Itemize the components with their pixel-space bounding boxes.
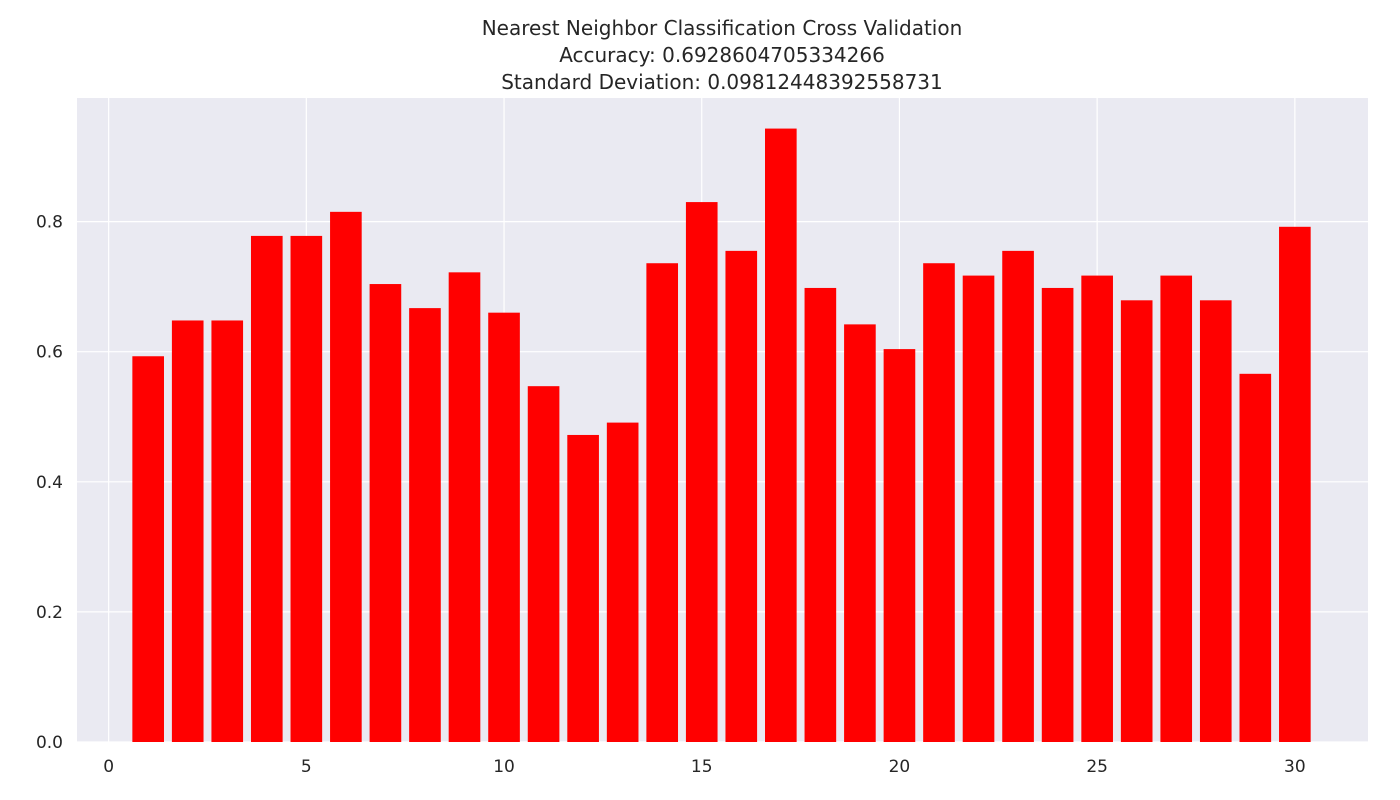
- bar: [765, 128, 797, 742]
- x-tick-label: 30: [1284, 757, 1306, 777]
- bar: [1041, 287, 1074, 742]
- tick-labels: 0 5 10 15 20 25 30 0.0 0.2 0.4 0.6 0.8: [36, 213, 1306, 777]
- chart-title: Nearest Neighbor Classification Cross Va…: [482, 16, 963, 40]
- bar: [1120, 300, 1153, 742]
- x-tick-label: 5: [301, 757, 312, 777]
- bar: [1239, 373, 1272, 742]
- bar: [448, 272, 481, 742]
- bar: [685, 202, 718, 742]
- bar: [804, 287, 837, 742]
- bar: [1160, 275, 1193, 742]
- bar: [923, 263, 955, 742]
- y-tick-label: 0.8: [36, 213, 63, 233]
- bar: [606, 422, 639, 742]
- bar: [369, 284, 402, 742]
- bar: [883, 349, 916, 742]
- bar: [962, 275, 995, 742]
- bar: [1002, 250, 1034, 742]
- bars: [132, 128, 1311, 743]
- bar: [1081, 275, 1113, 742]
- bar: [330, 211, 362, 742]
- bar: [290, 235, 323, 742]
- bar: [646, 263, 679, 742]
- bar: [171, 320, 204, 742]
- x-tick-label: 0: [103, 757, 114, 777]
- x-tick-label: 25: [1086, 757, 1108, 777]
- chart-accuracy-line: Accuracy: 0.6928604705334266: [559, 43, 885, 67]
- bar: [488, 312, 520, 742]
- y-tick-label: 0.2: [36, 603, 63, 623]
- bar: [1199, 300, 1232, 742]
- bar: [725, 250, 758, 742]
- bar: [211, 320, 244, 742]
- y-tick-label: 0.4: [36, 473, 63, 493]
- y-tick-label: 0.0: [36, 733, 63, 753]
- y-tick-label: 0.6: [36, 343, 63, 363]
- x-tick-label: 15: [691, 757, 713, 777]
- bar: [250, 235, 283, 742]
- bar: [409, 308, 441, 742]
- bar: [567, 434, 599, 742]
- bar: [844, 324, 876, 742]
- chart-std-dev-line: Standard Deviation: 0.09812448392558731: [501, 70, 943, 94]
- bar: [527, 386, 560, 742]
- bar: [1279, 226, 1311, 743]
- bar: [132, 356, 164, 742]
- x-tick-label: 10: [493, 757, 515, 777]
- x-tick-label: 20: [889, 757, 911, 777]
